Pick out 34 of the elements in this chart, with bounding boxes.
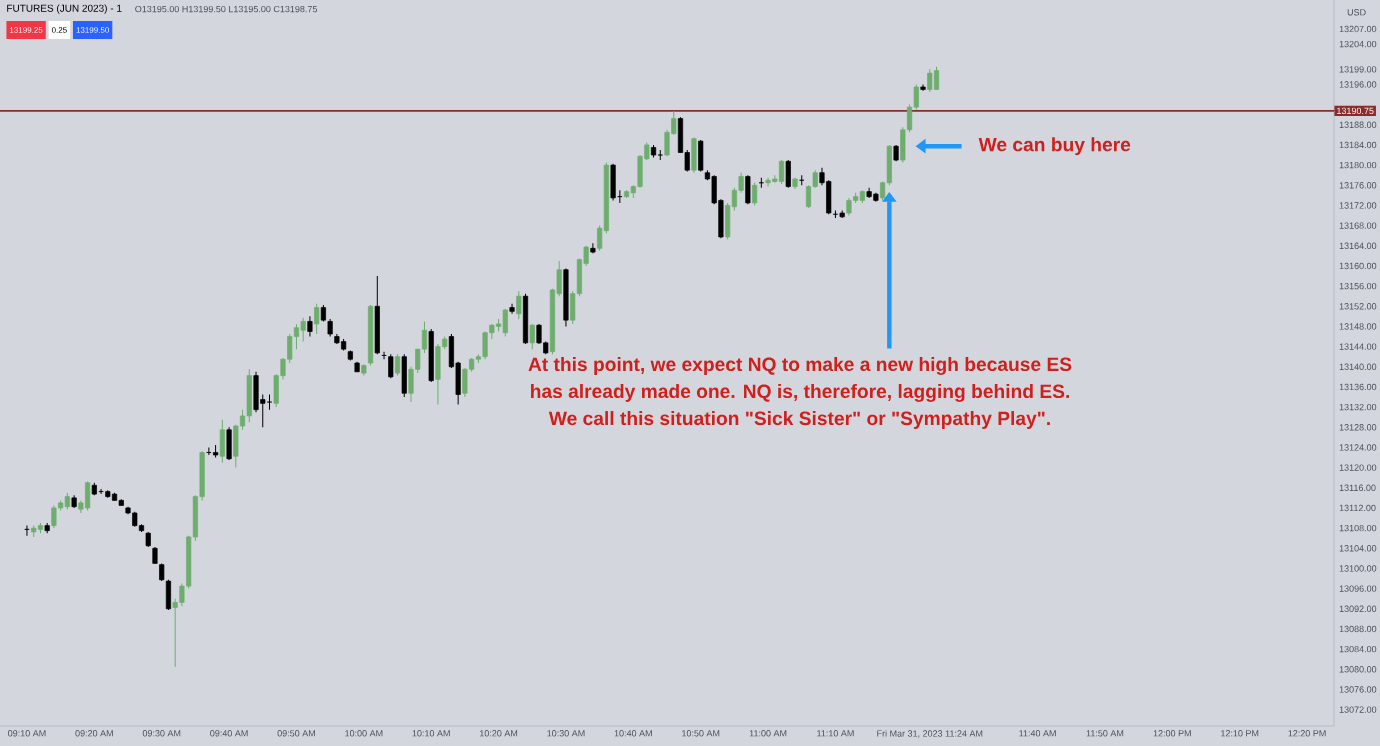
candlestick xyxy=(300,317,306,343)
annotation: At this point, we expect NQ to make a new high because ES xyxy=(528,357,1072,375)
candlestick xyxy=(85,480,91,511)
candlestick xyxy=(522,293,529,345)
candlestick xyxy=(927,68,933,93)
candlestick xyxy=(394,353,401,377)
candlestick xyxy=(51,504,57,529)
candlestick xyxy=(165,579,172,611)
candlestick xyxy=(765,177,771,188)
candlestick xyxy=(752,182,758,206)
candlestick xyxy=(529,323,535,350)
candlestick xyxy=(246,368,252,423)
candlestick xyxy=(482,330,488,360)
candlestick xyxy=(691,136,697,174)
candlestick xyxy=(610,163,616,201)
candlestick xyxy=(435,343,441,406)
candlestick xyxy=(745,174,751,205)
candlestick xyxy=(590,242,596,254)
candlestick xyxy=(307,315,313,338)
annotation: has already made one. NQ is, therefore, lagging behind ES. xyxy=(531,384,1069,402)
candlestick xyxy=(226,426,232,461)
candlestick xyxy=(401,353,407,398)
candlestick xyxy=(785,159,791,189)
candlestick xyxy=(219,419,225,464)
annotation: We call this situation "Sick Sister" or "Sympathy Play". xyxy=(548,411,1050,429)
candlestick xyxy=(516,290,522,320)
candlestick xyxy=(502,308,508,338)
candlestick xyxy=(698,139,704,172)
candlestick xyxy=(509,303,515,315)
candlestick xyxy=(314,303,320,335)
annotation: We can buy here xyxy=(978,137,1131,156)
candlestick xyxy=(374,275,380,355)
candlestick xyxy=(933,66,940,90)
candlestick xyxy=(778,159,785,185)
